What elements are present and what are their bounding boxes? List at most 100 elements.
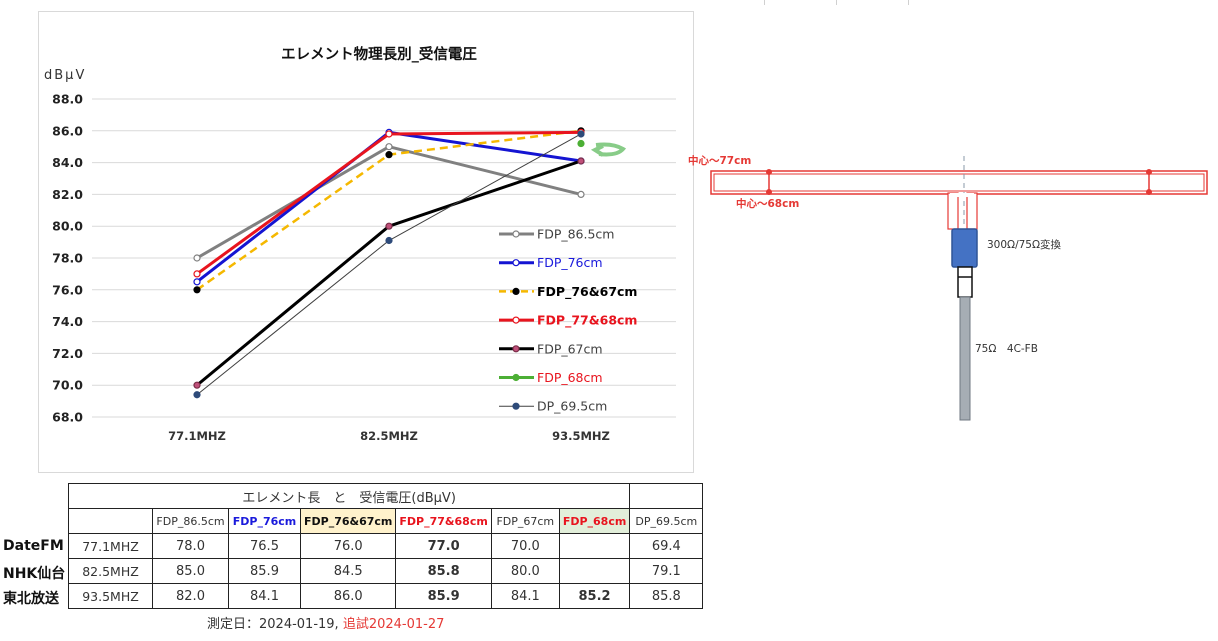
y-axis-label: dBμV xyxy=(44,68,86,83)
data-point xyxy=(193,381,201,389)
value-cell: 85.9 xyxy=(395,583,492,609)
date-text: 測定日：2024-01-19, xyxy=(207,617,339,632)
y-tick-label: 70.0 xyxy=(52,378,83,393)
legend-marker xyxy=(512,287,520,295)
antenna-diagram: 中心～77cm 中心～68cm 300Ω/75Ω変換 75Ω 4C-FB xyxy=(688,154,1208,421)
y-tick-label: 72.0 xyxy=(52,346,83,361)
data-point xyxy=(385,130,393,138)
y-tick-label: 76.0 xyxy=(52,282,83,297)
value-cell: 80.0 xyxy=(490,558,560,584)
x-tick-label: 77.1MHZ xyxy=(168,429,226,443)
data-point xyxy=(577,190,585,198)
col-header: FDP_76&67cm xyxy=(299,508,397,534)
station-label: DateFM xyxy=(3,538,64,554)
y-tick-label: 78.0 xyxy=(52,251,83,266)
col-header: DP_69.5cm xyxy=(629,508,704,534)
y-tick-label: 88.0 xyxy=(52,92,83,107)
data-point xyxy=(193,391,201,399)
data-point xyxy=(385,151,393,159)
value-cell: 76.0 xyxy=(299,533,397,559)
freq-cell: 82.5MHZ xyxy=(68,558,153,584)
value-cell: 84.1 xyxy=(228,583,301,609)
f-connector xyxy=(957,266,973,298)
col-header: FDP_86.5cm xyxy=(152,508,229,534)
legend-label: DP_69.5cm xyxy=(537,399,607,414)
sheet-divider xyxy=(908,0,909,5)
freq-cell: 77.1MHZ xyxy=(68,533,153,559)
value-cell: 85.8 xyxy=(629,583,704,609)
data-point xyxy=(193,270,201,278)
x-tick-labels: 77.1MHZ 82.5MHZ 93.5MHZ xyxy=(168,429,610,443)
legend-marker xyxy=(512,345,520,353)
balun-block xyxy=(951,228,978,268)
data-point xyxy=(577,139,585,148)
sheet-divider xyxy=(764,0,765,5)
series-markers xyxy=(193,127,585,399)
value-cell: 85.9 xyxy=(228,558,301,584)
arrow-head-icon xyxy=(590,144,605,157)
sheet-divider xyxy=(836,0,837,5)
col-header: FDP_77&68cm xyxy=(395,508,492,534)
legend-label: FDP_68cm xyxy=(537,370,603,385)
data-point xyxy=(193,254,201,262)
value-cell: 84.5 xyxy=(299,558,397,584)
legend-label: FDP_67cm xyxy=(537,341,603,356)
label-68cm: 中心～68cm xyxy=(736,197,799,210)
legend: FDP_86.5cm FDP_76cm FDP_76&67cm FDP_77&68cm… xyxy=(499,227,637,414)
series-line xyxy=(196,133,582,396)
value-cell: 86.0 xyxy=(299,583,397,609)
legend-marker xyxy=(512,230,520,238)
line-chart: エレメント物理長別_受信電圧 dBμV 68.0 70.0 72.0 74.0 76.0… xyxy=(44,45,676,443)
station-label: NHK仙台 xyxy=(3,566,66,582)
y-tick-label: 74.0 xyxy=(52,314,83,329)
dipole-element-inner xyxy=(713,173,1205,192)
value-cell: 82.0 xyxy=(152,583,229,609)
value-cell: 70.0 xyxy=(490,533,560,559)
header-blank xyxy=(68,508,153,534)
col-header: FDP_76cm xyxy=(228,508,301,534)
x-tick-label: 93.5MHZ xyxy=(552,429,610,443)
retest-date: 追試2024-01-27 xyxy=(342,617,445,632)
chart-area: エレメント物理長別_受信電圧 dBμV 68.0 70.0 72.0 74.0 76.0… xyxy=(38,11,694,473)
legend-marker xyxy=(512,259,520,267)
data-point xyxy=(193,286,201,294)
value-cell: 85.0 xyxy=(152,558,229,584)
y-tick-label: 68.0 xyxy=(52,410,83,425)
value-cell xyxy=(558,558,631,584)
data-point xyxy=(385,236,393,245)
data-point xyxy=(193,278,201,286)
value-cell: 78.0 xyxy=(152,533,229,559)
legend-label: FDP_76cm xyxy=(537,255,603,270)
value-cell: 85.2 xyxy=(558,583,631,609)
dot-77-right xyxy=(1146,169,1152,175)
feeder-left xyxy=(947,192,959,230)
y-tick-label: 80.0 xyxy=(52,219,83,234)
y-tick-label: 84.0 xyxy=(52,155,83,170)
label-77cm: 中心～77cm xyxy=(688,154,751,167)
freq-cell: 93.5MHZ xyxy=(68,583,153,609)
dot-68-right xyxy=(1146,189,1152,195)
value-cell: 85.8 xyxy=(395,558,492,584)
legend-marker xyxy=(512,373,520,382)
y-tick-label: 86.0 xyxy=(52,123,83,138)
cable-label: 75Ω 4C-FB xyxy=(975,343,1038,355)
station-label: 東北放送 xyxy=(3,591,59,607)
x-tick-label: 82.5MHZ xyxy=(360,429,418,443)
data-point xyxy=(385,143,393,151)
legend-marker xyxy=(512,316,520,324)
col-header: FDP_68cm xyxy=(558,508,631,534)
feeder-right xyxy=(966,192,978,230)
y-tick-labels: 68.0 70.0 72.0 74.0 76.0 78.0 80.0 82.0 84.0 86.0… xyxy=(52,92,83,425)
data-point xyxy=(577,130,585,138)
coax-cable xyxy=(959,296,971,421)
legend-label: FDP_76&67cm xyxy=(537,284,637,300)
curved-arrow-icon xyxy=(595,142,627,157)
table-title: エレメント長 と 受信電圧(dBμV) xyxy=(67,483,631,509)
value-cell: 79.1 xyxy=(629,558,704,584)
table-title-blank xyxy=(629,483,704,509)
data-point xyxy=(577,157,585,165)
dot-77 xyxy=(766,169,772,175)
dot-68 xyxy=(766,189,772,195)
balun-label: 300Ω/75Ω変換 xyxy=(987,238,1061,251)
value-cell xyxy=(558,533,631,559)
